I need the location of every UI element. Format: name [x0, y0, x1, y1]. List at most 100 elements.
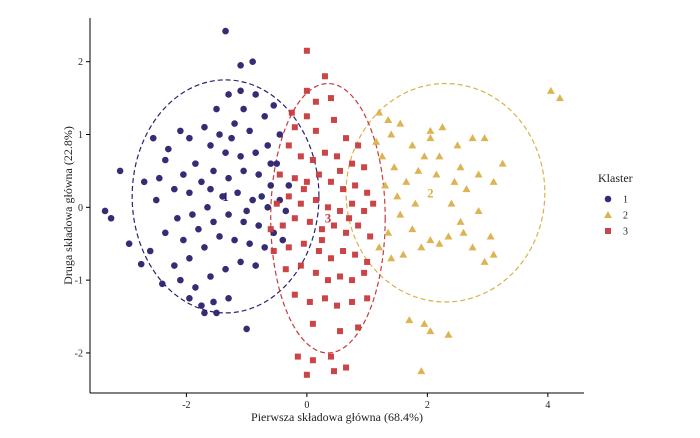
cluster-3-point — [324, 204, 331, 211]
cluster-2-point — [468, 134, 477, 142]
legend-label-2: 2 — [623, 211, 628, 222]
cluster-3-point — [318, 226, 325, 233]
cluster-1-point — [225, 91, 232, 98]
cluster-1-point — [243, 325, 250, 333]
cluster-3-point — [291, 291, 298, 298]
cluster-3-point — [279, 222, 286, 229]
cluster-3-point — [364, 189, 371, 196]
cluster-2-point — [489, 250, 498, 258]
cluster-2-point — [438, 123, 447, 131]
cluster-1-point — [192, 284, 199, 291]
cluster-1-point — [285, 182, 293, 189]
cluster-3-point — [321, 295, 328, 302]
cluster-1-point — [219, 193, 226, 200]
cluster-1-point — [222, 265, 229, 273]
cluster-3-point — [321, 149, 328, 156]
cluster-1-point — [261, 113, 269, 120]
cluster-3-point — [312, 127, 319, 134]
legend-items: 1 2 3 — [604, 195, 628, 238]
cluster-3-point — [303, 47, 310, 54]
cluster-1-point — [240, 167, 247, 175]
cluster-2-point — [372, 137, 381, 145]
cluster-3-point — [285, 193, 292, 200]
cluster-2-point — [456, 217, 465, 225]
cluster-3-point — [270, 248, 277, 255]
cluster-2-point — [456, 163, 465, 171]
cluster-3-point — [291, 175, 298, 182]
cluster-1-point — [210, 218, 217, 226]
cluster-2-point — [444, 232, 453, 240]
cluster-3-point — [334, 302, 340, 309]
cluster-3-point — [337, 207, 344, 214]
cluster-3-point — [343, 229, 350, 236]
cluster-1-point — [255, 171, 262, 178]
cluster-1-point — [198, 302, 205, 309]
cluster-3-point — [364, 295, 371, 302]
cluster-3-point — [276, 171, 283, 178]
cluster-1-point — [258, 193, 265, 200]
cluster-2-point — [420, 319, 429, 327]
legend-item-1: 1 — [604, 195, 628, 206]
cluster-2-point — [405, 316, 414, 324]
x-tick-label: 0 — [304, 400, 309, 411]
cluster-1-point — [101, 207, 109, 215]
cluster-3-center-label: 3 — [325, 211, 332, 226]
cluster-2-point — [381, 181, 390, 189]
cluster-1-point — [237, 62, 244, 69]
cluster-2-point — [447, 199, 456, 207]
cluster-1-point — [207, 142, 214, 149]
y-tick-label: 1 — [78, 130, 83, 141]
cluster-2-point — [396, 119, 405, 127]
cluster-1-point — [162, 156, 169, 164]
cluster-2-ellipse — [345, 82, 546, 303]
cluster-3-point — [315, 248, 322, 255]
cluster-1-point — [198, 178, 205, 186]
cluster-3-point — [312, 197, 319, 204]
cluster-1-point — [231, 120, 238, 127]
cluster-1-point — [246, 240, 253, 248]
y-axis-title: Druga składowa główna (22.8%) — [61, 126, 75, 285]
series-1 — [101, 27, 293, 333]
cluster-1-point — [195, 225, 202, 233]
cluster-1-point — [207, 185, 214, 193]
cluster-3-point — [303, 178, 310, 185]
cluster-3-point — [309, 357, 316, 364]
cluster-1-point — [279, 236, 287, 244]
cluster-1-point — [162, 229, 169, 237]
cluster-1-point — [137, 260, 145, 268]
cluster-3-point — [330, 368, 337, 375]
cluster-2-point — [474, 170, 483, 178]
cluster-1-point — [149, 134, 157, 142]
legend-item-3: 3 — [605, 227, 628, 238]
cluster-1-point — [237, 258, 244, 266]
cluster-2-point — [375, 243, 384, 251]
cluster-3-point — [327, 353, 334, 360]
cluster-2-point — [426, 134, 435, 142]
cluster-3-point — [306, 218, 313, 225]
cluster-3-point — [327, 255, 334, 262]
cluster-3-point — [361, 269, 368, 276]
cluster-3-point — [294, 353, 301, 360]
cluster-2-point — [408, 141, 417, 149]
cluster-1-point — [171, 262, 178, 269]
cluster-1-point — [237, 87, 244, 95]
cluster-1-point — [243, 207, 250, 215]
legend-label-3: 3 — [623, 227, 628, 238]
y-tick-label: 2 — [78, 57, 83, 68]
cluster-2-point — [432, 170, 441, 178]
cluster-1-point — [174, 214, 181, 222]
cluster-2-point — [444, 330, 453, 338]
cluster-1-point — [207, 273, 214, 280]
cluster-3-point — [364, 258, 371, 265]
x-axis-title: Pierwsza składowa główna (68.4%) — [251, 410, 423, 424]
y-tick-label: 0 — [78, 203, 83, 214]
scatter-points — [101, 27, 564, 378]
cluster-center-labels: 1 2 3 — [222, 185, 433, 225]
cluster-3-point — [285, 244, 292, 251]
legend-key-1 — [604, 195, 612, 203]
cluster-1-point — [264, 142, 272, 149]
cluster-1-point — [201, 244, 208, 251]
cluster-1-point — [249, 196, 256, 204]
cluster-3-point — [367, 233, 374, 240]
cluster-3-point — [340, 248, 347, 255]
